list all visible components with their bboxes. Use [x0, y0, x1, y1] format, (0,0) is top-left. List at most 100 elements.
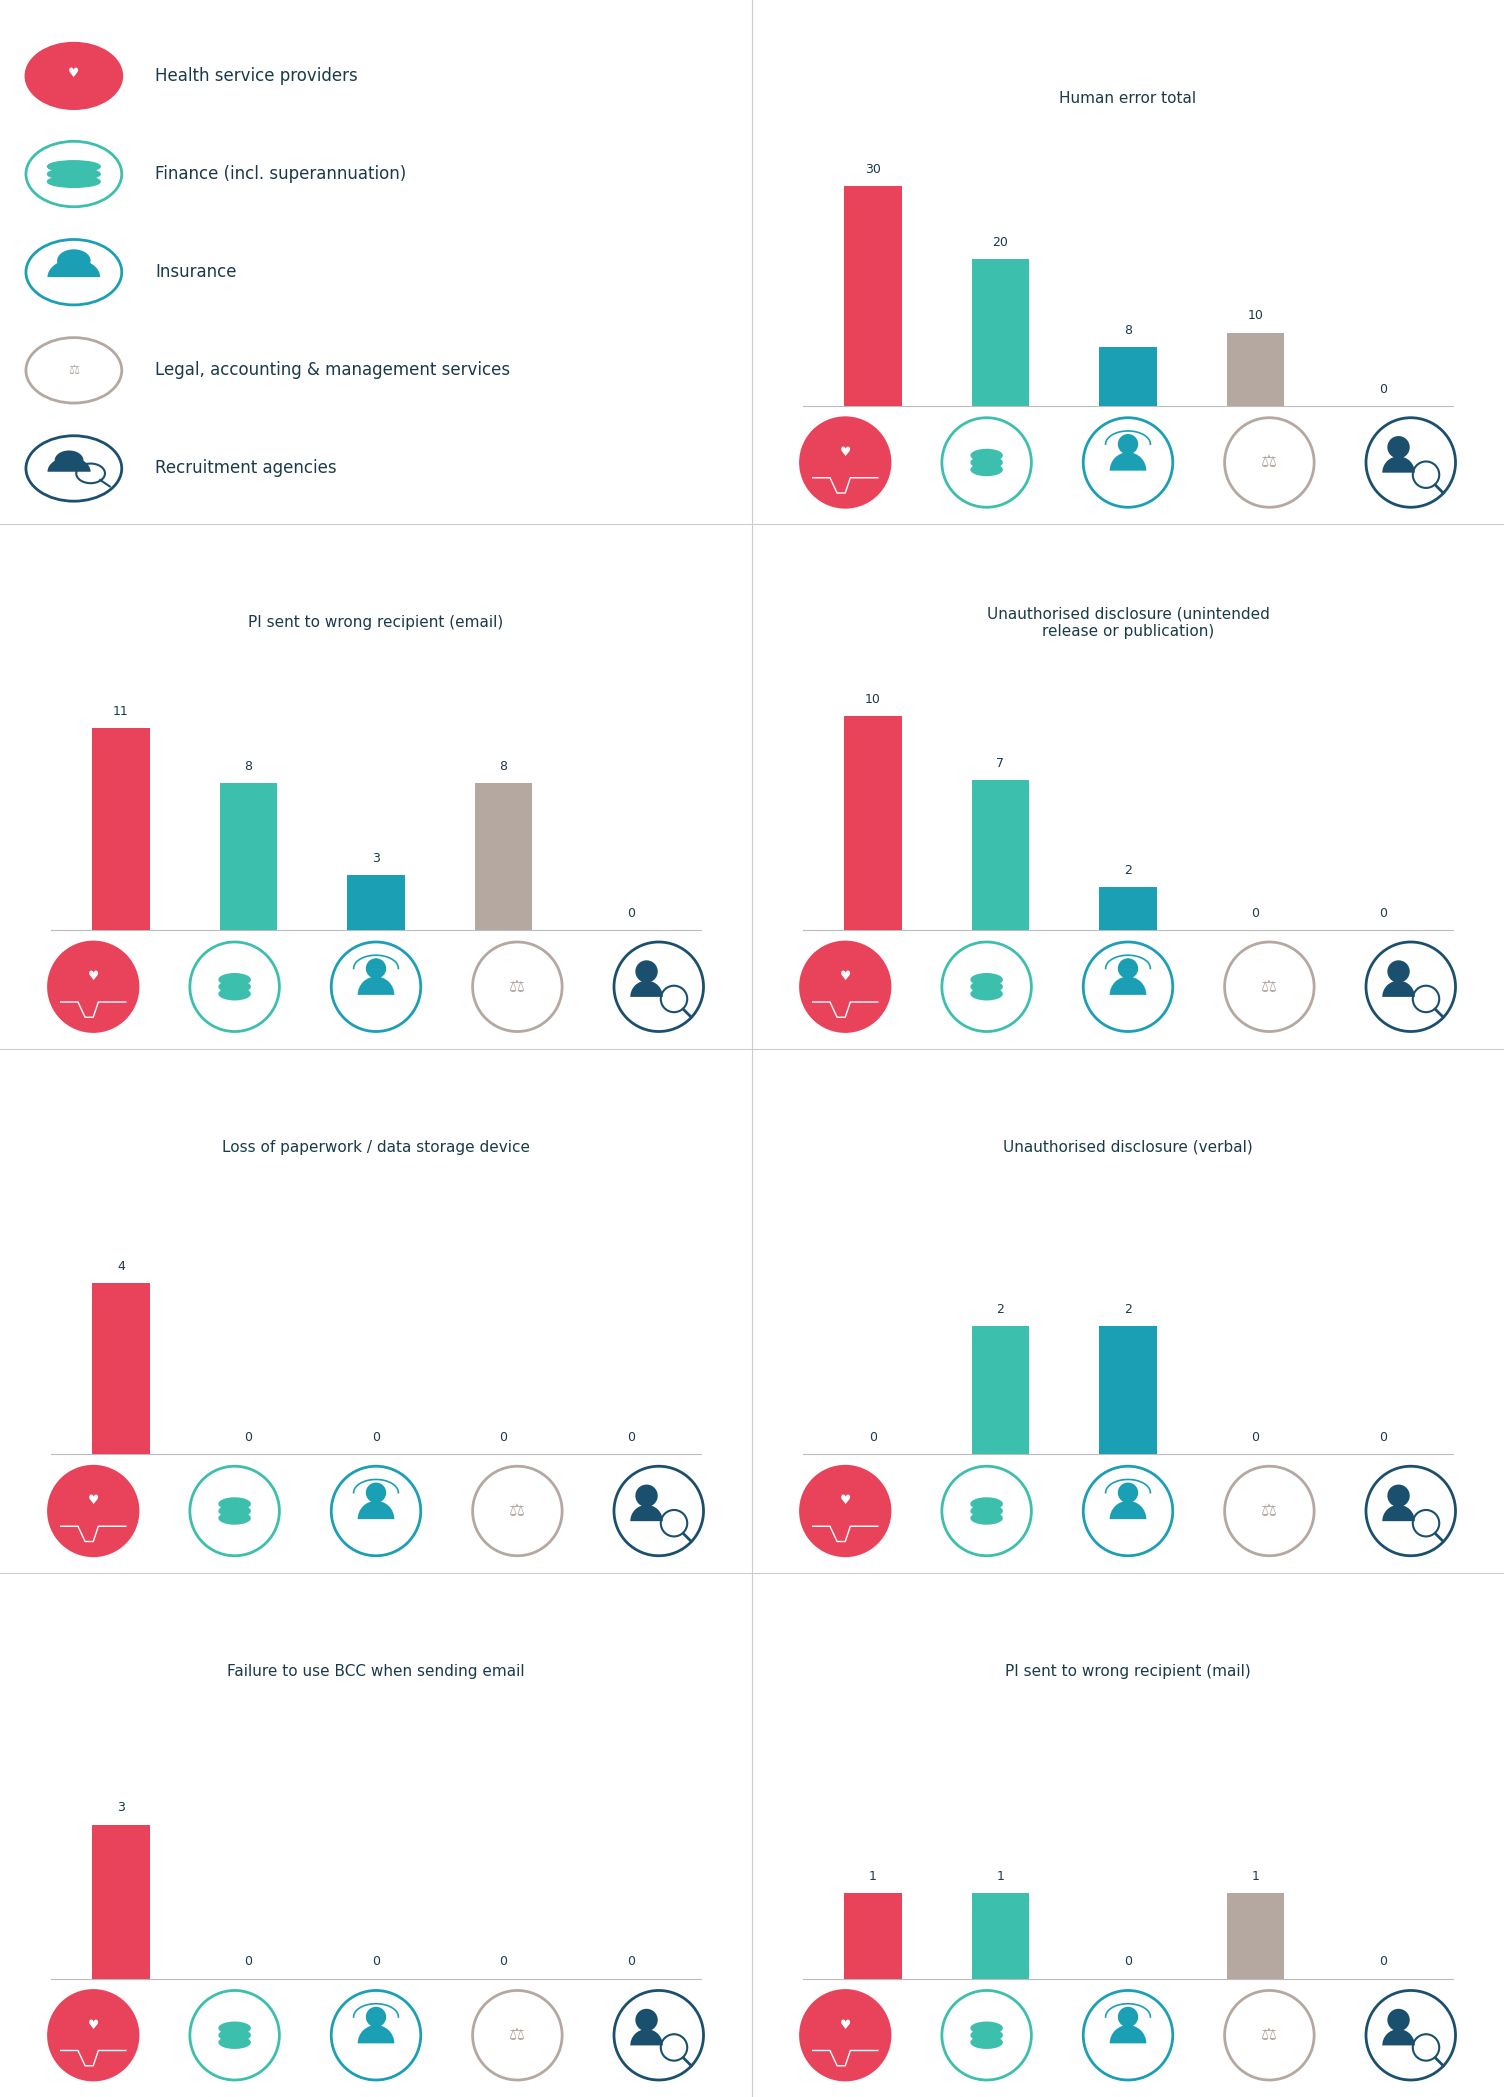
Circle shape — [635, 2009, 657, 2032]
Text: 2: 2 — [1123, 864, 1133, 877]
Text: 0: 0 — [627, 908, 635, 921]
Text: 7: 7 — [997, 757, 1005, 770]
Text: 10: 10 — [1248, 310, 1263, 323]
Text: 0: 0 — [869, 1432, 877, 1445]
Bar — [972, 1894, 1029, 1980]
Text: 0: 0 — [1123, 1957, 1133, 1969]
Ellipse shape — [48, 176, 101, 187]
Text: ⚖: ⚖ — [510, 977, 525, 996]
Ellipse shape — [970, 1497, 1003, 1510]
Ellipse shape — [48, 161, 101, 172]
Text: 3: 3 — [117, 1801, 125, 1814]
Text: 0: 0 — [1379, 1432, 1387, 1445]
Text: ⚖: ⚖ — [510, 2026, 525, 2045]
Circle shape — [57, 250, 90, 273]
Text: 0: 0 — [371, 1432, 381, 1445]
Circle shape — [1117, 1483, 1139, 1504]
Bar — [844, 187, 902, 407]
Ellipse shape — [218, 1512, 251, 1525]
Text: ♥: ♥ — [87, 2019, 99, 2032]
Ellipse shape — [970, 973, 1003, 986]
Text: 8: 8 — [499, 761, 507, 774]
Ellipse shape — [218, 979, 251, 994]
Circle shape — [635, 960, 657, 983]
Wedge shape — [1382, 457, 1415, 472]
Circle shape — [800, 1990, 890, 2080]
Text: 0: 0 — [1379, 908, 1387, 921]
Text: 2: 2 — [997, 1302, 1005, 1315]
Text: ⚖: ⚖ — [510, 1501, 525, 1520]
Bar — [220, 784, 277, 931]
Wedge shape — [1382, 981, 1415, 996]
Text: 0: 0 — [499, 1432, 507, 1445]
Text: 30: 30 — [865, 164, 881, 176]
Text: Failure to use BCC when sending email: Failure to use BCC when sending email — [227, 1665, 525, 1680]
Ellipse shape — [970, 1512, 1003, 1525]
Text: Human error total: Human error total — [1059, 92, 1197, 107]
Text: ♥: ♥ — [87, 1495, 99, 1508]
Text: ♥: ♥ — [839, 1495, 851, 1508]
Ellipse shape — [218, 1504, 251, 1518]
Text: PI sent to wrong recipient (email): PI sent to wrong recipient (email) — [248, 617, 504, 631]
Wedge shape — [48, 260, 101, 277]
Circle shape — [1387, 1485, 1409, 1508]
Ellipse shape — [970, 988, 1003, 1000]
Text: 0: 0 — [1379, 384, 1387, 396]
Wedge shape — [630, 981, 663, 996]
Wedge shape — [1110, 453, 1146, 470]
Ellipse shape — [970, 2022, 1003, 2034]
Circle shape — [365, 958, 387, 979]
Text: 2: 2 — [1123, 1302, 1133, 1315]
Text: Legal, accounting & management services: Legal, accounting & management services — [155, 361, 510, 380]
Wedge shape — [1110, 977, 1146, 994]
Text: 3: 3 — [371, 851, 381, 864]
Ellipse shape — [218, 1497, 251, 1510]
Text: Health service providers: Health service providers — [155, 67, 358, 84]
Wedge shape — [1110, 1501, 1146, 1518]
Bar — [972, 1325, 1029, 1455]
Bar — [1099, 887, 1157, 931]
Text: ⚖: ⚖ — [1262, 977, 1277, 996]
Wedge shape — [358, 2026, 394, 2042]
Text: ⚖: ⚖ — [1262, 1501, 1277, 1520]
Circle shape — [1117, 958, 1139, 979]
Wedge shape — [1382, 1506, 1415, 1520]
Ellipse shape — [970, 455, 1003, 470]
Wedge shape — [358, 977, 394, 994]
Circle shape — [365, 2007, 387, 2028]
Bar — [1227, 1894, 1284, 1980]
Text: 0: 0 — [627, 1957, 635, 1969]
Text: 0: 0 — [371, 1957, 381, 1969]
Bar — [1227, 333, 1284, 407]
Bar — [92, 1824, 150, 1980]
Wedge shape — [1110, 2026, 1146, 2042]
Text: 8: 8 — [1123, 325, 1133, 338]
Text: PI sent to wrong recipient (mail): PI sent to wrong recipient (mail) — [1005, 1665, 1251, 1680]
Text: 0: 0 — [245, 1432, 253, 1445]
Wedge shape — [358, 1501, 394, 1518]
Text: ♥: ♥ — [68, 67, 80, 80]
Text: Finance (incl. superannuation): Finance (incl. superannuation) — [155, 166, 406, 182]
Text: Unauthorised disclosure (unintended
release or publication): Unauthorised disclosure (unintended rele… — [987, 606, 1269, 640]
Text: 1: 1 — [997, 1871, 1005, 1883]
Ellipse shape — [218, 988, 251, 1000]
Circle shape — [800, 942, 890, 1032]
Circle shape — [1387, 2009, 1409, 2032]
Ellipse shape — [218, 2036, 251, 2049]
Bar — [972, 260, 1029, 407]
Circle shape — [800, 417, 890, 507]
Bar — [844, 1894, 902, 1980]
Text: 20: 20 — [993, 237, 1008, 250]
Text: Insurance: Insurance — [155, 264, 236, 281]
Text: ⚖: ⚖ — [1262, 2026, 1277, 2045]
Text: Recruitment agencies: Recruitment agencies — [155, 459, 337, 478]
Circle shape — [1387, 436, 1409, 459]
Text: 10: 10 — [865, 692, 881, 707]
Circle shape — [1117, 434, 1139, 455]
Ellipse shape — [218, 973, 251, 986]
Circle shape — [54, 451, 83, 470]
Circle shape — [48, 1990, 138, 2080]
Text: 0: 0 — [627, 1432, 635, 1445]
Circle shape — [1117, 2007, 1139, 2028]
Bar — [972, 780, 1029, 931]
